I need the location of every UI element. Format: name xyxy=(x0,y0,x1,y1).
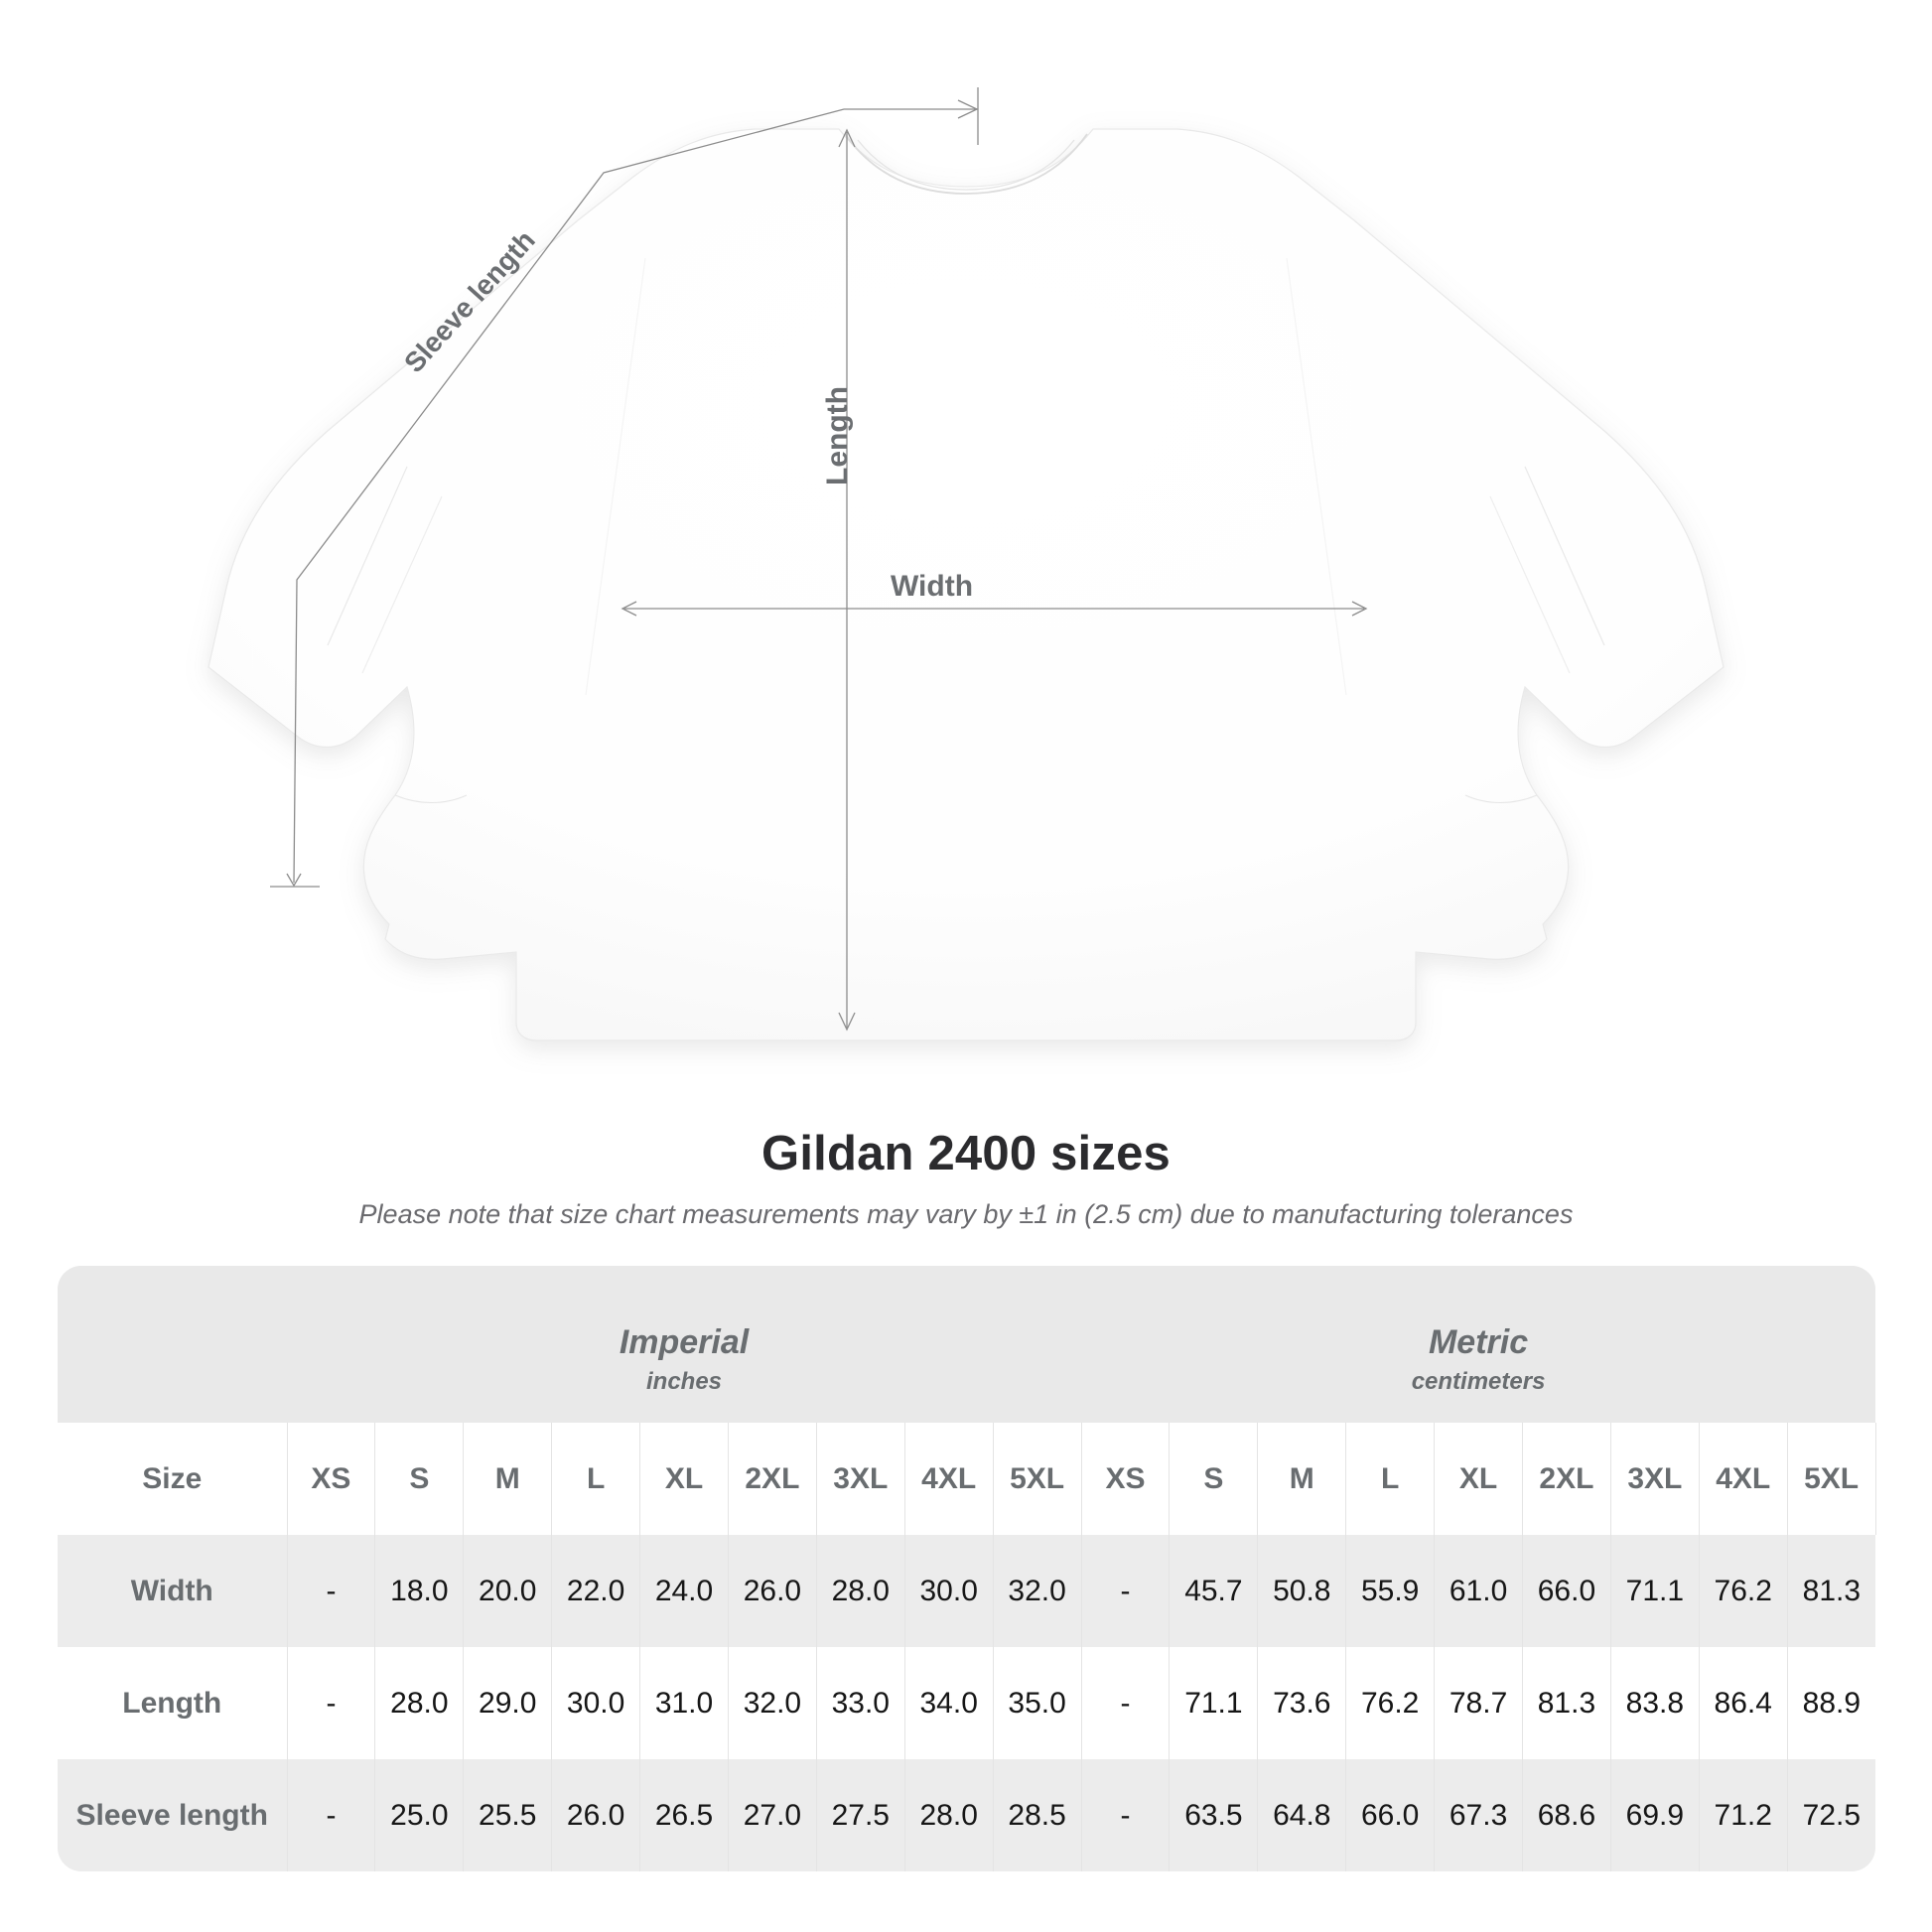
svg-text:Sleeve length: Sleeve length xyxy=(398,224,541,378)
svg-text:Length: Length xyxy=(821,386,854,485)
svg-text:Width: Width xyxy=(891,570,973,603)
